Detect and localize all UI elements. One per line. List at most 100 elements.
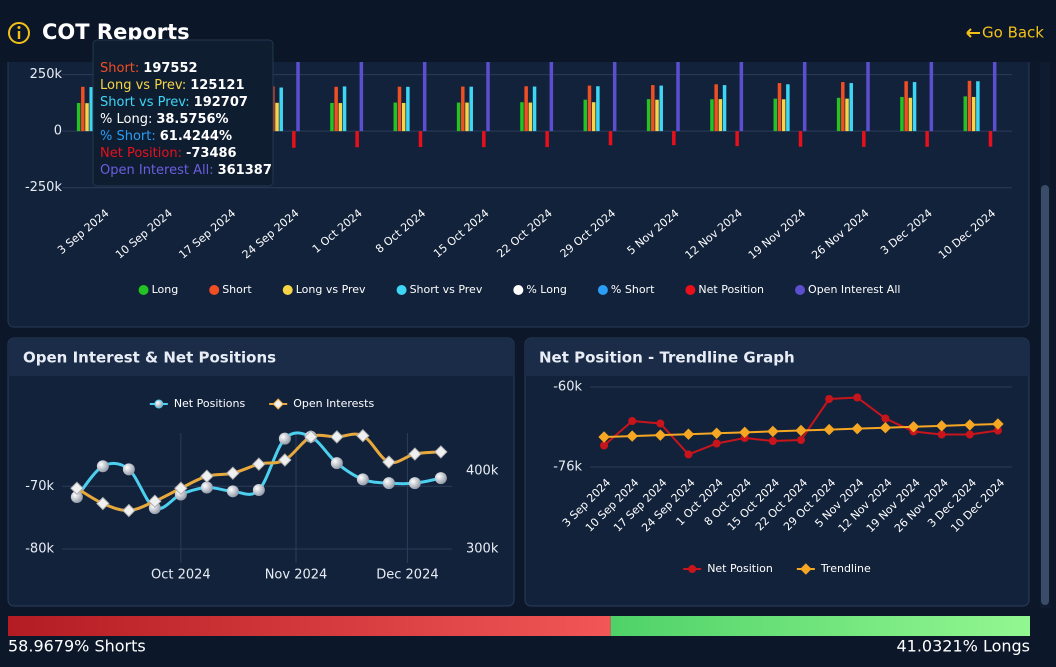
point (252, 484, 265, 497)
panel-title: Open Interest & Net Positions (23, 349, 276, 367)
bar (988, 131, 993, 147)
point (795, 424, 807, 437)
bar (735, 131, 739, 147)
point (200, 481, 213, 494)
bar (85, 103, 89, 132)
point (122, 503, 136, 518)
back-arrow[interactable] (966, 28, 980, 38)
point (654, 429, 667, 441)
tooltip-value: 361387 (218, 163, 272, 178)
point (768, 437, 777, 445)
bar (967, 80, 972, 132)
point (626, 430, 638, 442)
point (712, 439, 721, 448)
tooltip-value: 38.5756% (156, 112, 228, 127)
bar (866, 37, 870, 132)
bar (777, 83, 782, 132)
legend-swatch (597, 285, 608, 295)
bar (862, 131, 866, 147)
bar (583, 99, 588, 132)
scroll-thumb[interactable] (1041, 185, 1049, 605)
bar (798, 131, 803, 147)
y2-tick-label: 300k (466, 542, 499, 557)
bar (646, 99, 651, 132)
legend-label: % Long (526, 283, 567, 296)
bar (81, 86, 85, 132)
point (907, 421, 920, 433)
tooltip-label: Long vs Prev: (100, 78, 186, 93)
bar (591, 102, 596, 132)
bar (330, 102, 334, 132)
bar (292, 131, 296, 148)
point (434, 472, 447, 485)
point (682, 428, 695, 440)
tooltip-label: Short: (100, 61, 139, 76)
legend-label: Trendline (820, 562, 871, 575)
tooltip-label: Net Position: (100, 146, 182, 161)
go-back[interactable]: Go Back (982, 24, 1044, 42)
point (148, 494, 162, 508)
bar (710, 99, 714, 132)
point (200, 469, 214, 483)
bar (89, 87, 93, 132)
legend-label: Short (222, 283, 252, 296)
bar (672, 131, 676, 146)
bar (659, 85, 663, 132)
point (823, 423, 835, 436)
bar (722, 85, 727, 132)
tooltip-line: Net Position: -73486 (100, 146, 237, 161)
bar (912, 82, 917, 132)
bar (655, 99, 659, 132)
bar (393, 102, 398, 132)
info-icon-stem (17, 31, 21, 39)
bar (279, 87, 283, 132)
y-tick-label: -76k (553, 460, 582, 475)
bar (651, 85, 655, 132)
bar (845, 98, 849, 132)
trend-panel (524, 337, 1030, 607)
bar (596, 86, 600, 132)
bar (925, 131, 929, 147)
summary: 58.9679% Shorts 41.0321% Longs (8, 616, 1030, 656)
point (851, 422, 863, 435)
bar (836, 97, 841, 132)
info-icon[interactable] (8, 22, 30, 44)
point (70, 490, 83, 503)
tooltip-line: % Long: 38.5756% (100, 112, 229, 127)
legend-swatch (396, 285, 407, 295)
point (935, 420, 948, 432)
bar (465, 102, 469, 132)
point (226, 466, 240, 480)
oi-panel-header (8, 338, 514, 376)
bar (739, 30, 744, 132)
y-tick-label: 250k (30, 67, 63, 82)
x-tick-label: Dec 2024 (376, 568, 438, 583)
point (382, 455, 396, 469)
y-tick-label: -70k (25, 479, 54, 494)
tooltip-label: % Short: (100, 129, 156, 144)
point (767, 425, 779, 438)
point (710, 427, 723, 439)
legend-swatch (800, 563, 812, 575)
bar (482, 131, 486, 148)
tooltip-label: Open Interest All: (100, 163, 214, 178)
panels: Open Interest & Net Positions Net Positi… (7, 0, 1050, 608)
point (628, 417, 637, 425)
legend-label: Long (152, 283, 179, 296)
legend-swatch (138, 285, 149, 295)
point (70, 481, 84, 495)
tooltip-label: % Long: (100, 112, 152, 127)
point (797, 436, 805, 444)
bar (355, 131, 359, 148)
point (937, 430, 946, 439)
bar (406, 86, 410, 132)
point (598, 431, 610, 443)
bar (992, 35, 997, 132)
legend-label: % Short (611, 283, 655, 296)
bar (676, 30, 680, 132)
point (993, 426, 1002, 435)
bar (456, 102, 461, 132)
point (881, 414, 890, 423)
